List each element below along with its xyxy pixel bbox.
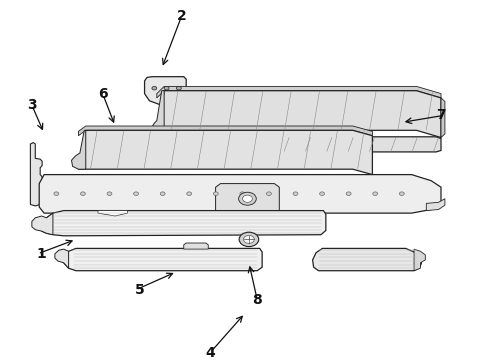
Circle shape (176, 86, 181, 90)
Polygon shape (157, 86, 441, 98)
Circle shape (243, 195, 252, 202)
Circle shape (319, 192, 324, 195)
Circle shape (399, 192, 404, 195)
Circle shape (240, 192, 245, 195)
Polygon shape (30, 143, 42, 206)
Circle shape (244, 235, 254, 243)
Polygon shape (269, 137, 282, 152)
Polygon shape (42, 211, 326, 236)
Circle shape (107, 192, 112, 195)
Polygon shape (274, 137, 441, 152)
Circle shape (164, 86, 169, 90)
Circle shape (373, 192, 378, 195)
Polygon shape (441, 98, 445, 138)
Circle shape (54, 192, 59, 195)
Polygon shape (313, 248, 421, 271)
Polygon shape (98, 211, 127, 216)
Polygon shape (216, 184, 279, 213)
Circle shape (213, 192, 218, 195)
Polygon shape (157, 91, 441, 138)
Circle shape (80, 192, 85, 195)
Circle shape (239, 192, 256, 205)
Polygon shape (151, 91, 164, 137)
Circle shape (187, 192, 192, 195)
Circle shape (293, 192, 298, 195)
Polygon shape (145, 77, 186, 104)
Polygon shape (78, 130, 372, 175)
Polygon shape (426, 199, 445, 211)
Text: 6: 6 (98, 87, 108, 101)
Polygon shape (39, 175, 441, 213)
Polygon shape (55, 249, 69, 268)
Polygon shape (414, 249, 425, 271)
Circle shape (239, 232, 259, 247)
Polygon shape (184, 243, 208, 249)
Polygon shape (32, 213, 53, 235)
Circle shape (134, 192, 139, 195)
Circle shape (267, 192, 271, 195)
Text: 1: 1 (37, 247, 47, 261)
Polygon shape (78, 126, 372, 136)
Text: 7: 7 (436, 108, 446, 122)
Text: 8: 8 (252, 293, 262, 307)
Text: 2: 2 (176, 9, 186, 23)
Circle shape (160, 192, 165, 195)
Text: 3: 3 (27, 98, 37, 112)
Text: 5: 5 (135, 283, 145, 297)
Circle shape (152, 86, 157, 90)
Text: 4: 4 (206, 346, 216, 360)
Circle shape (346, 192, 351, 195)
Polygon shape (64, 248, 262, 271)
Polygon shape (72, 130, 86, 169)
